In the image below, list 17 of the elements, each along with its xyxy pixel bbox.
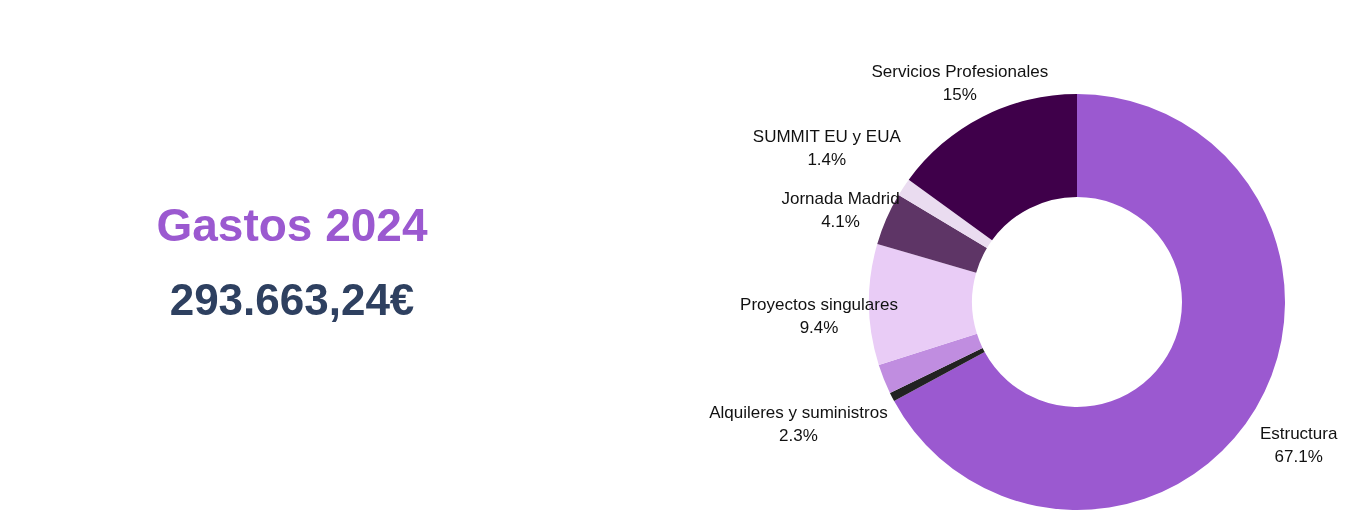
slice-label: Proyectos singulares	[740, 295, 898, 315]
text: Gastos 2024	[156, 199, 428, 251]
donut-slice	[878, 333, 983, 393]
slice-label: SUMMIT EU y EUA	[752, 126, 902, 146]
slice-label: Jornada Madrid	[781, 188, 900, 208]
data-label: 4.1%	[821, 211, 860, 231]
slice-label: Servicios Profesionales	[871, 62, 1049, 82]
data-label: 1.4%	[807, 149, 847, 169]
data-label: 67.1%	[1274, 447, 1323, 467]
data-label: 9.4%	[799, 318, 839, 338]
data-label: 2.3%	[779, 426, 818, 446]
data-label: 15%	[942, 85, 977, 105]
donut-slice	[898, 179, 993, 248]
donut-slice	[889, 347, 985, 402]
slice-label: Alquileres y suministros	[709, 403, 888, 423]
slice-label: Estructura	[1259, 424, 1338, 444]
text: 293.663,24€	[169, 275, 415, 324]
